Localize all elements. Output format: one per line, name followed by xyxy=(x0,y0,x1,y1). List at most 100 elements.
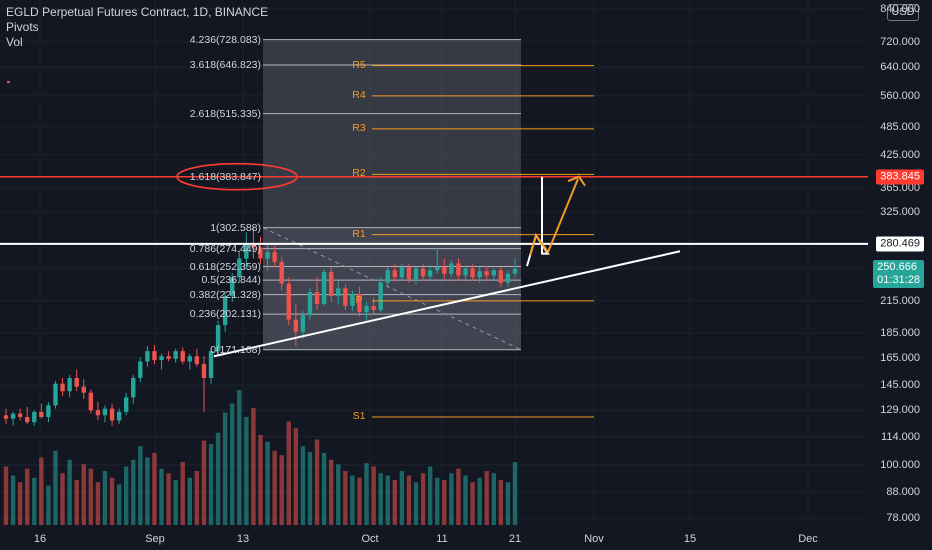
volume-bar xyxy=(265,442,269,525)
y-axis-tick: 840.000 xyxy=(880,3,920,15)
candle-body xyxy=(53,384,57,406)
candle-body xyxy=(449,263,453,273)
volume-bar xyxy=(11,476,15,526)
volume-bar xyxy=(159,469,163,525)
fib-level-label: 0.382(221.328) xyxy=(190,289,261,301)
candle-body xyxy=(152,351,156,360)
volume-bar xyxy=(407,476,411,526)
candle-body xyxy=(138,361,142,377)
candle-body xyxy=(39,412,43,417)
volume-bar xyxy=(258,435,262,525)
volume-bar xyxy=(371,467,375,526)
candle-body xyxy=(456,263,460,275)
pivot-label-s1: S1 xyxy=(353,410,366,422)
volume-bar xyxy=(357,478,361,525)
candle-body xyxy=(343,288,347,306)
y-axis-tick: 78.000 xyxy=(886,512,920,524)
volume-bar xyxy=(485,471,489,525)
candle-body xyxy=(287,284,291,320)
volume-bar xyxy=(435,478,439,525)
pivot-label-r2: R2 xyxy=(352,167,365,179)
candle-body xyxy=(202,364,206,378)
candle-body xyxy=(421,269,425,277)
volume-bar xyxy=(53,451,57,525)
candle-body xyxy=(371,306,375,310)
pivot-label-r5: R5 xyxy=(352,59,365,71)
fib-level-label: 0(171.108) xyxy=(210,344,261,356)
candle-body xyxy=(110,409,114,421)
volume-bar xyxy=(110,478,114,525)
volume-bar xyxy=(117,485,121,526)
candle-body xyxy=(280,262,284,284)
y-axis-tick: 425.000 xyxy=(880,149,920,161)
x-axis-tick: 16 xyxy=(34,533,46,545)
candle-body xyxy=(25,417,29,422)
volume-bar xyxy=(244,417,248,525)
candle-body xyxy=(18,414,22,417)
candle-body xyxy=(4,415,8,418)
volume-bar xyxy=(181,462,185,525)
volume-bar xyxy=(513,462,517,525)
volume-bar xyxy=(442,480,446,525)
candle-body xyxy=(60,384,64,391)
volume-bar xyxy=(336,464,340,525)
pivot-label-p: P xyxy=(355,294,362,306)
volume-bar xyxy=(301,446,305,525)
y-axis-tick: 185.000 xyxy=(880,327,920,339)
volume-bar xyxy=(322,453,326,525)
x-axis-tick: Dec xyxy=(798,533,818,545)
candle-body xyxy=(428,270,432,276)
volume-bar xyxy=(124,467,128,526)
candle-body xyxy=(506,274,510,283)
volume-bar xyxy=(223,413,227,526)
price-badge-current: 250.666 01:31:28 xyxy=(873,260,924,288)
volume-bar xyxy=(400,471,404,525)
candle-body xyxy=(393,270,397,277)
volume-bar xyxy=(230,404,234,526)
x-axis-tick: Oct xyxy=(361,533,378,545)
volume-bar xyxy=(492,473,496,525)
candle-body xyxy=(82,387,86,393)
candle-body xyxy=(322,272,326,304)
price-badge-resistance: 383.845 xyxy=(876,169,924,184)
candle-body xyxy=(89,393,93,411)
candle-body xyxy=(386,270,390,282)
volume-bar xyxy=(463,476,467,526)
candle-body xyxy=(477,271,481,277)
candle-body xyxy=(435,267,439,270)
y-axis-tick: 145.000 xyxy=(880,379,920,391)
y-axis-tick: 129.000 xyxy=(880,404,920,416)
volume-bar xyxy=(195,471,199,525)
candle-body xyxy=(294,320,298,332)
candle-body xyxy=(336,288,340,296)
x-axis-tick: Sep xyxy=(145,533,165,545)
volume-bar xyxy=(209,444,213,525)
candle-body xyxy=(272,252,276,262)
volume-bar xyxy=(477,478,481,525)
candle-body xyxy=(442,267,446,274)
fib-level-label: 2.618(515.335) xyxy=(190,108,261,120)
x-axis-tick: 15 xyxy=(684,533,696,545)
y-axis-tick: 114.000 xyxy=(881,431,920,443)
volume-bar xyxy=(103,471,107,525)
candle-body xyxy=(159,356,163,360)
fib-level-label: 0.236(202.131) xyxy=(190,308,261,320)
volume-bar xyxy=(364,463,368,525)
candle-body xyxy=(308,292,312,315)
volume-bar xyxy=(32,478,36,525)
y-axis-tick: 88.000 xyxy=(886,486,920,498)
symbol-title[interactable]: EGLD Perpetual Futures Contract, 1D, BIN… xyxy=(6,5,268,20)
candle-body xyxy=(499,270,503,282)
volume-bar xyxy=(39,458,43,526)
volume-bar xyxy=(421,473,425,525)
volume-bar xyxy=(145,458,149,526)
volume-bar xyxy=(294,428,298,525)
price-badge-line: 280.469 xyxy=(876,236,924,251)
volume-bar xyxy=(138,446,142,525)
pivot-label-r3: R3 xyxy=(352,122,365,134)
volume-bar xyxy=(280,455,284,525)
x-axis-tick: 13 xyxy=(237,533,249,545)
candle-body xyxy=(188,356,192,361)
candle-body xyxy=(117,412,121,421)
